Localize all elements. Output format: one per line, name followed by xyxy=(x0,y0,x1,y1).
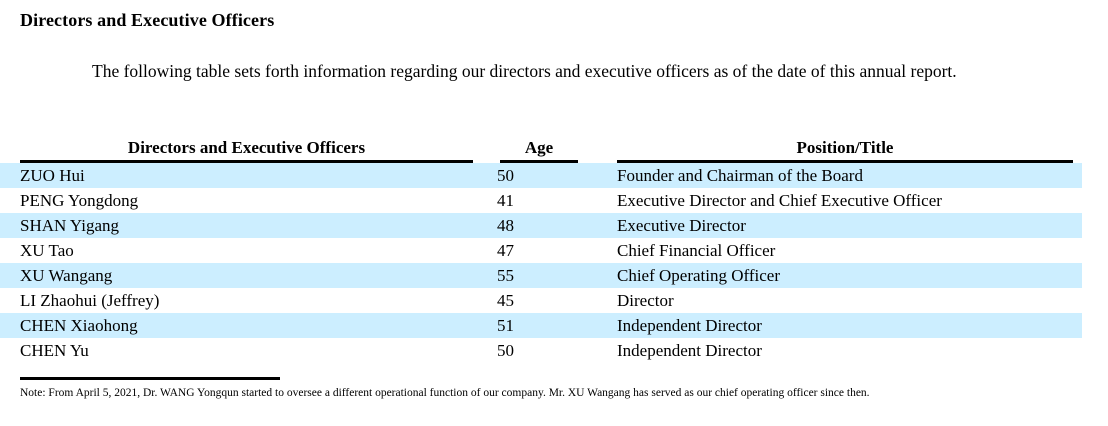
table-header-row: Directors and Executive Officers Age Pos… xyxy=(0,136,1108,163)
officer-position: Chief Financial Officer xyxy=(617,241,776,260)
column-header-position: Position/Title xyxy=(617,136,1073,163)
officer-age: 51 xyxy=(497,316,514,335)
officer-name: SHAN Yigang xyxy=(20,216,120,235)
officer-position: Executive Director and Chief Executive O… xyxy=(617,191,942,210)
officer-age: 41 xyxy=(497,191,514,210)
officer-name: PENG Yongdong xyxy=(20,191,139,210)
table-row: CHEN Xiaohong 51 Independent Director xyxy=(0,313,1082,338)
officer-name: CHEN Xiaohong xyxy=(20,316,138,335)
table-row: ZUO Hui 50 Founder and Chairman of the B… xyxy=(0,163,1082,188)
intro-paragraph: The following table sets forth informati… xyxy=(92,61,957,81)
officer-position: Independent Director xyxy=(617,341,762,360)
table-row: CHEN Yu 50 Independent Director xyxy=(0,338,1082,363)
officer-name: CHEN Yu xyxy=(20,341,89,360)
officers-table: Directors and Executive Officers Age Pos… xyxy=(0,136,1108,363)
officer-age: 48 xyxy=(497,216,514,235)
officer-position: Executive Director xyxy=(617,216,746,235)
officer-name: LI Zhaohui (Jeffrey) xyxy=(20,291,160,310)
officer-position: Founder and Chairman of the Board xyxy=(617,166,863,185)
officer-age: 50 xyxy=(497,166,514,185)
officer-age: 55 xyxy=(497,266,514,285)
officer-position: Chief Operating Officer xyxy=(617,266,781,285)
section-heading: Directors and Executive Officers xyxy=(20,10,275,30)
officer-age: 50 xyxy=(497,341,514,360)
table-row: XU Tao 47 Chief Financial Officer xyxy=(0,238,1082,263)
table-row: PENG Yongdong 41 Executive Director and … xyxy=(0,188,1082,213)
officer-position: Independent Director xyxy=(617,316,762,335)
officer-name: XU Wangang xyxy=(20,266,113,285)
table-row: LI Zhaohui (Jeffrey) 45 Director xyxy=(0,288,1082,313)
officer-age: 45 xyxy=(497,291,514,310)
table-row: XU Wangang 55 Chief Operating Officer xyxy=(0,263,1082,288)
officer-age: 47 xyxy=(497,241,514,260)
officer-position: Director xyxy=(617,291,674,310)
officer-name: XU Tao xyxy=(20,241,74,260)
table-body: ZUO Hui 50 Founder and Chairman of the B… xyxy=(0,163,1108,363)
officer-name: ZUO Hui xyxy=(20,166,85,185)
table-row: SHAN Yigang 48 Executive Director xyxy=(0,213,1082,238)
footnote-text: Note: From April 5, 2021, Dr. WANG Yongq… xyxy=(20,387,870,399)
column-header-name: Directors and Executive Officers xyxy=(20,136,473,163)
column-header-age: Age xyxy=(500,136,578,163)
footnote-divider xyxy=(20,377,280,380)
